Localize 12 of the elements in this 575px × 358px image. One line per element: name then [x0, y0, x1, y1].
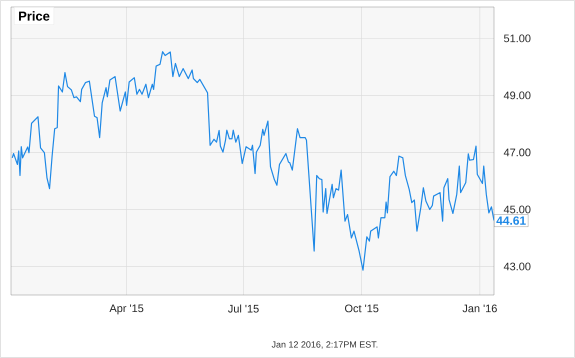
x-tick-label: Oct '15	[345, 304, 378, 312]
x-tick-label: Jan '16	[462, 304, 497, 312]
text: Jan 12 2016, 2:17PM EST.	[272, 341, 378, 349]
y-tick-label: 51.00	[504, 34, 531, 42]
chart-title: Price	[19, 11, 50, 21]
y-tick-label: 45.00	[504, 206, 531, 214]
y-tick-label: 49.00	[504, 92, 531, 100]
annotation: 44.61	[496, 216, 526, 225]
y-tick-label: 43.00	[504, 262, 531, 270]
x-tick-label: Apr '15	[109, 304, 144, 314]
x-tick-label: Jul '15	[228, 304, 259, 313]
y-tick-label: 47.00	[504, 148, 531, 156]
